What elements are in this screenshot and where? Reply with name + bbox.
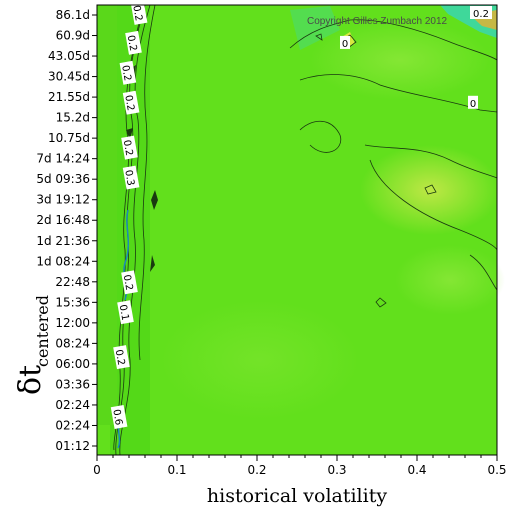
left-dark-column bbox=[97, 5, 117, 425]
y-axis-title-main: δt bbox=[13, 365, 48, 395]
contour-label: 0.2 bbox=[121, 135, 138, 160]
y-tick-label: 08:24 bbox=[55, 336, 90, 350]
y-tick-label: 15:36 bbox=[55, 295, 90, 309]
contour-label-text: 0.2 bbox=[122, 94, 136, 112]
y-tick-label: 30.45d bbox=[48, 70, 90, 84]
contour-label: 0 bbox=[340, 35, 350, 50]
contour-label: 0.6 bbox=[110, 405, 128, 429]
x-tick-label: 0.2 bbox=[247, 463, 266, 477]
contour-label: 0.1 bbox=[117, 300, 134, 325]
contour-label: 0.2 bbox=[119, 60, 137, 85]
contour-label: 0.2 bbox=[122, 90, 140, 115]
contour-line bbox=[424, 184, 437, 195]
contour-line bbox=[364, 144, 498, 179]
top-cyan-patch bbox=[290, 6, 340, 50]
contour-line bbox=[150, 255, 155, 272]
y-tick-label: 10.75d bbox=[48, 131, 90, 145]
contour-label: 0.3 bbox=[122, 165, 140, 190]
contour-label-bg bbox=[113, 345, 130, 370]
x-tick-label: 0.4 bbox=[407, 463, 426, 477]
y-tick-label: 02:24 bbox=[55, 418, 90, 432]
y-tick-label: 2d 16:48 bbox=[36, 213, 90, 227]
contour-label-bg bbox=[121, 135, 138, 160]
plot-area bbox=[97, 4, 505, 456]
contour-label-text: 0.1 bbox=[117, 304, 131, 322]
contour-line bbox=[289, 19, 498, 61]
x-axis-ticks: 0 0.1 0.2 0.3 0.4 0.5 bbox=[93, 455, 507, 477]
y-tick-label: 43.05d bbox=[48, 49, 90, 63]
y-axis-ticks: 86.1d 60.9d 43.05d 30.45d 21.55d 15.2d 10.75d 7… bbox=[36, 8, 97, 453]
contour-line bbox=[126, 128, 133, 140]
y-tick-label: 22:48 bbox=[55, 275, 90, 289]
contour-label-text: 0.3 bbox=[122, 169, 136, 187]
contour-line bbox=[315, 33, 323, 41]
contour-label-bg bbox=[119, 60, 137, 85]
contour-label-bg bbox=[122, 165, 140, 190]
x-tick-label: 0.1 bbox=[167, 463, 186, 477]
contour-label-bg bbox=[110, 405, 128, 429]
contour-label-bg bbox=[117, 300, 134, 325]
contour-label: 0.2 bbox=[125, 30, 142, 55]
y-axis-title: δt centered bbox=[13, 295, 52, 395]
contour-line bbox=[369, 159, 498, 251]
contour-label-bg bbox=[470, 6, 492, 19]
y-tick-label: 02:24 bbox=[55, 398, 90, 412]
contour-label: 0.2 bbox=[113, 345, 130, 370]
contour-line bbox=[469, 254, 498, 291]
light-patch bbox=[310, 20, 490, 100]
contour-line bbox=[299, 74, 498, 113]
contour-label-text: 0 bbox=[470, 99, 476, 110]
contour-label: 0.2 bbox=[130, 0, 148, 25]
y-tick-label: 21.55d bbox=[48, 90, 90, 104]
contour-label-bg bbox=[121, 270, 138, 295]
contour-label-text: 0.6 bbox=[110, 409, 124, 427]
light-patch bbox=[395, 245, 505, 315]
y-tick-label: 60.9d bbox=[56, 29, 90, 43]
contour-label-text: 0.2 bbox=[121, 139, 135, 157]
contour-label-bg bbox=[125, 30, 142, 55]
contour-line bbox=[138, 4, 156, 361]
contour-label-text: 0.2 bbox=[121, 274, 135, 292]
y-tick-label: 06:00 bbox=[55, 357, 90, 371]
y-tick-label: 03:36 bbox=[55, 377, 90, 391]
contour-label-text: 0 bbox=[342, 39, 348, 50]
contour-line bbox=[119, 4, 151, 456]
x-axis-title: historical volatility bbox=[207, 485, 387, 507]
x-tick-label: 0 bbox=[93, 463, 101, 477]
light-patch bbox=[160, 300, 360, 420]
copyright-text: Copyright Gilles Zumbach 2012 bbox=[307, 16, 448, 27]
contour-label-text: 0.2 bbox=[113, 349, 127, 367]
y-tick-label: 15.2d bbox=[56, 111, 90, 125]
contour-line bbox=[375, 297, 387, 308]
light-patch bbox=[360, 145, 500, 235]
axes bbox=[96, 4, 498, 456]
contour-label-text: 0.2 bbox=[125, 34, 139, 52]
y-tick-label: 7d 14:24 bbox=[36, 152, 90, 166]
x-tick-label: 0.3 bbox=[327, 463, 346, 477]
y-tick-label: 1d 08:24 bbox=[36, 254, 90, 268]
y-tick-label: 86.1d bbox=[56, 8, 90, 22]
contour-line bbox=[299, 120, 342, 153]
y-tick-label: 1d 21:36 bbox=[36, 234, 90, 248]
plot-frame bbox=[96, 4, 498, 456]
contour-line bbox=[151, 190, 158, 210]
contour-label-text: 0.2 bbox=[130, 4, 144, 22]
contour-label: 0.2 bbox=[470, 6, 492, 20]
y-tick-label: 12:00 bbox=[55, 316, 90, 330]
y-tick-label: 01:12 bbox=[55, 439, 90, 453]
contour-label-bg bbox=[130, 0, 148, 25]
contour-label-bg bbox=[122, 90, 140, 115]
contour-label-bg bbox=[468, 95, 478, 109]
y-tick-label: 3d 19:12 bbox=[36, 193, 90, 207]
contour-labels: 0.2 0.2 0.2 0.2 0.2 0.3 0.2 0.1 0.2 0.6 0 0 0.2 bbox=[110, 0, 492, 429]
x-tick-label: 0.5 bbox=[487, 463, 506, 477]
contour-label: 0.2 bbox=[121, 270, 138, 295]
y-axis-title-sub: centered bbox=[33, 295, 52, 367]
y-tick-label: 5d 09:36 bbox=[36, 172, 90, 186]
contour-label-text: 0.2 bbox=[119, 64, 133, 82]
contour-label-bg bbox=[340, 35, 350, 49]
contour-label-text: 0.2 bbox=[473, 9, 489, 20]
contour-label: 0 bbox=[468, 95, 478, 110]
